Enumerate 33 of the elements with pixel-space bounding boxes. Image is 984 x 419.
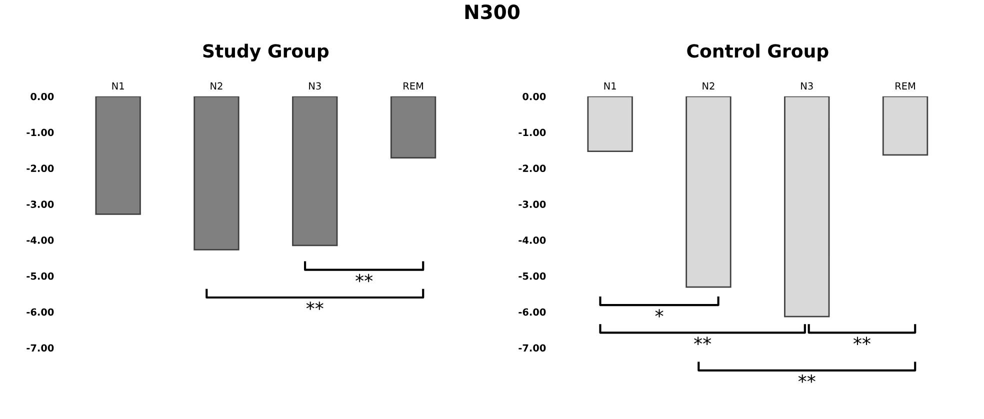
annotation: *	[655, 309, 664, 318]
y-tick-label: -2.00	[518, 164, 546, 172]
annotation: **	[694, 336, 712, 346]
chart-subtitle: Control Group	[687, 44, 828, 62]
y-tick-label: -2.00	[26, 164, 54, 172]
x-tick-label: REM	[896, 82, 915, 90]
annotation: **	[306, 302, 324, 310]
annotation: **	[356, 274, 373, 282]
x-tick-label: N3	[309, 82, 321, 90]
x-tick-label: REM	[404, 82, 423, 90]
y-tick-label: -1.00	[26, 128, 54, 136]
x-tick-label: N3	[801, 82, 813, 90]
y-tick-label: -6.00	[26, 308, 54, 316]
chart-title: N300	[465, 4, 520, 20]
y-tick-label: 0.00	[522, 92, 546, 100]
y-tick-label: -4.00	[518, 236, 546, 244]
y-tick-label: -1.00	[518, 128, 546, 136]
y-tick-label: -3.00	[518, 200, 546, 208]
y-tick-label: 0.00	[30, 92, 54, 100]
y-tick-label: -3.00	[26, 200, 54, 208]
x-tick-label: N1	[112, 82, 124, 90]
y-tick-label: -7.00	[518, 344, 546, 352]
y-tick-label: -7.00	[26, 344, 54, 352]
y-tick-label: -5.00	[518, 272, 546, 280]
chart-subtitle: Study Group	[203, 44, 329, 62]
text: **	[798, 374, 816, 383]
x-tick-label: N1	[604, 82, 616, 90]
annotation: **	[853, 336, 870, 346]
y-tick-label: -6.00	[518, 308, 546, 316]
y-tick-label: -4.00	[26, 236, 54, 244]
x-tick-label: N2	[702, 82, 714, 90]
y-tick-label: -5.00	[26, 272, 54, 280]
x-tick-label: N2	[210, 82, 222, 90]
